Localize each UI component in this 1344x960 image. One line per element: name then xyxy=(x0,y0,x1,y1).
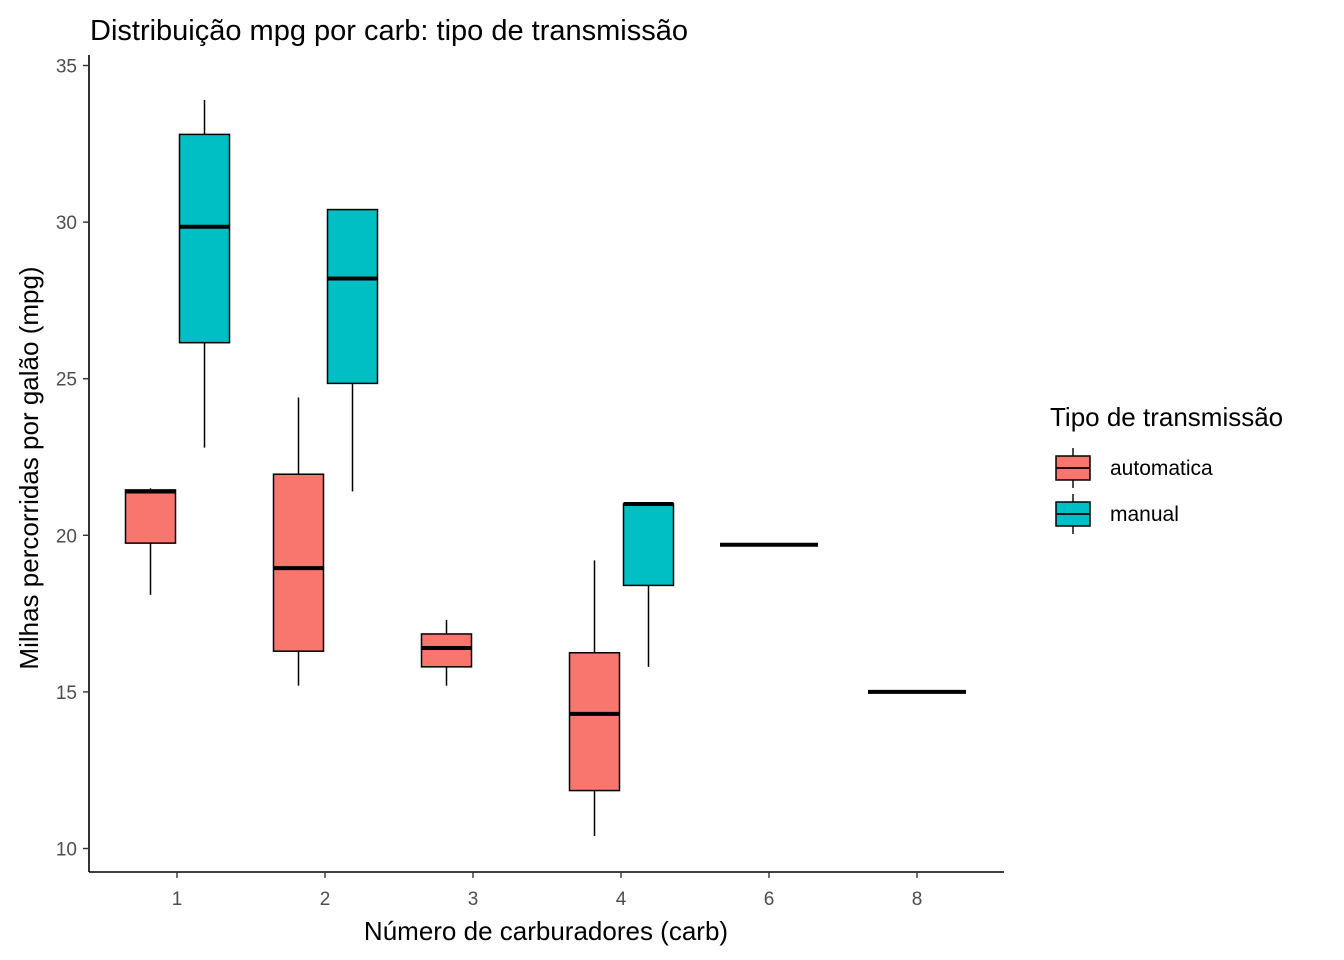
box-automatica-carb-2 xyxy=(272,397,325,686)
legend: Tipo de transmissão automatica manual xyxy=(1050,402,1283,534)
box-body xyxy=(622,503,675,587)
x-tick-label: 4 xyxy=(616,889,627,910)
box-manual-carb-1 xyxy=(178,99,231,448)
plot-area: 10 15 20 25 30 35 1 2 3 4 6 8 xyxy=(56,55,1004,910)
y-tick-label: 30 xyxy=(56,213,77,234)
y-axis: 10 15 20 25 30 35 xyxy=(56,55,90,872)
x-tick-label: 6 xyxy=(764,889,775,910)
legend-label: manual xyxy=(1110,503,1179,526)
y-tick-label: 35 xyxy=(56,57,77,78)
y-tick-label: 10 xyxy=(56,840,77,861)
y-tick-label: 20 xyxy=(56,526,77,547)
box-manual-carb-2 xyxy=(326,208,379,492)
box-automatica-carb-1 xyxy=(124,488,177,595)
box-body xyxy=(178,133,231,344)
box-body xyxy=(568,652,621,792)
chart-title: Distribuição mpg por carb: tipo de trans… xyxy=(90,15,688,47)
box-body xyxy=(326,208,379,385)
y-tick-label: 25 xyxy=(56,370,77,391)
box-automatica-carb-3 xyxy=(420,619,473,686)
box-automatica-carb-4 xyxy=(568,560,621,836)
y-tick-label: 15 xyxy=(56,683,77,704)
box-body xyxy=(272,473,325,652)
x-tick-label: 2 xyxy=(320,889,331,910)
box-body xyxy=(124,489,177,544)
x-tick-label: 8 xyxy=(912,889,923,910)
x-tick-label: 1 xyxy=(172,889,183,910)
legend-title: Tipo de transmissão xyxy=(1050,402,1283,432)
box-manual-carb-4 xyxy=(622,501,675,667)
legend-item-manual: manual xyxy=(1055,494,1179,534)
x-tick-label: 3 xyxy=(468,889,479,910)
legend-label: automatica xyxy=(1110,457,1213,480)
y-axis-title: Milhas percorridas por galão (mpg) xyxy=(14,266,44,669)
box-body xyxy=(420,633,473,668)
legend-item-automatica: automatica xyxy=(1055,448,1213,488)
x-axis-title: Número de carburadores (carb) xyxy=(364,916,728,946)
x-axis: 1 2 3 4 6 8 xyxy=(89,871,1004,910)
box-layer xyxy=(124,99,966,836)
